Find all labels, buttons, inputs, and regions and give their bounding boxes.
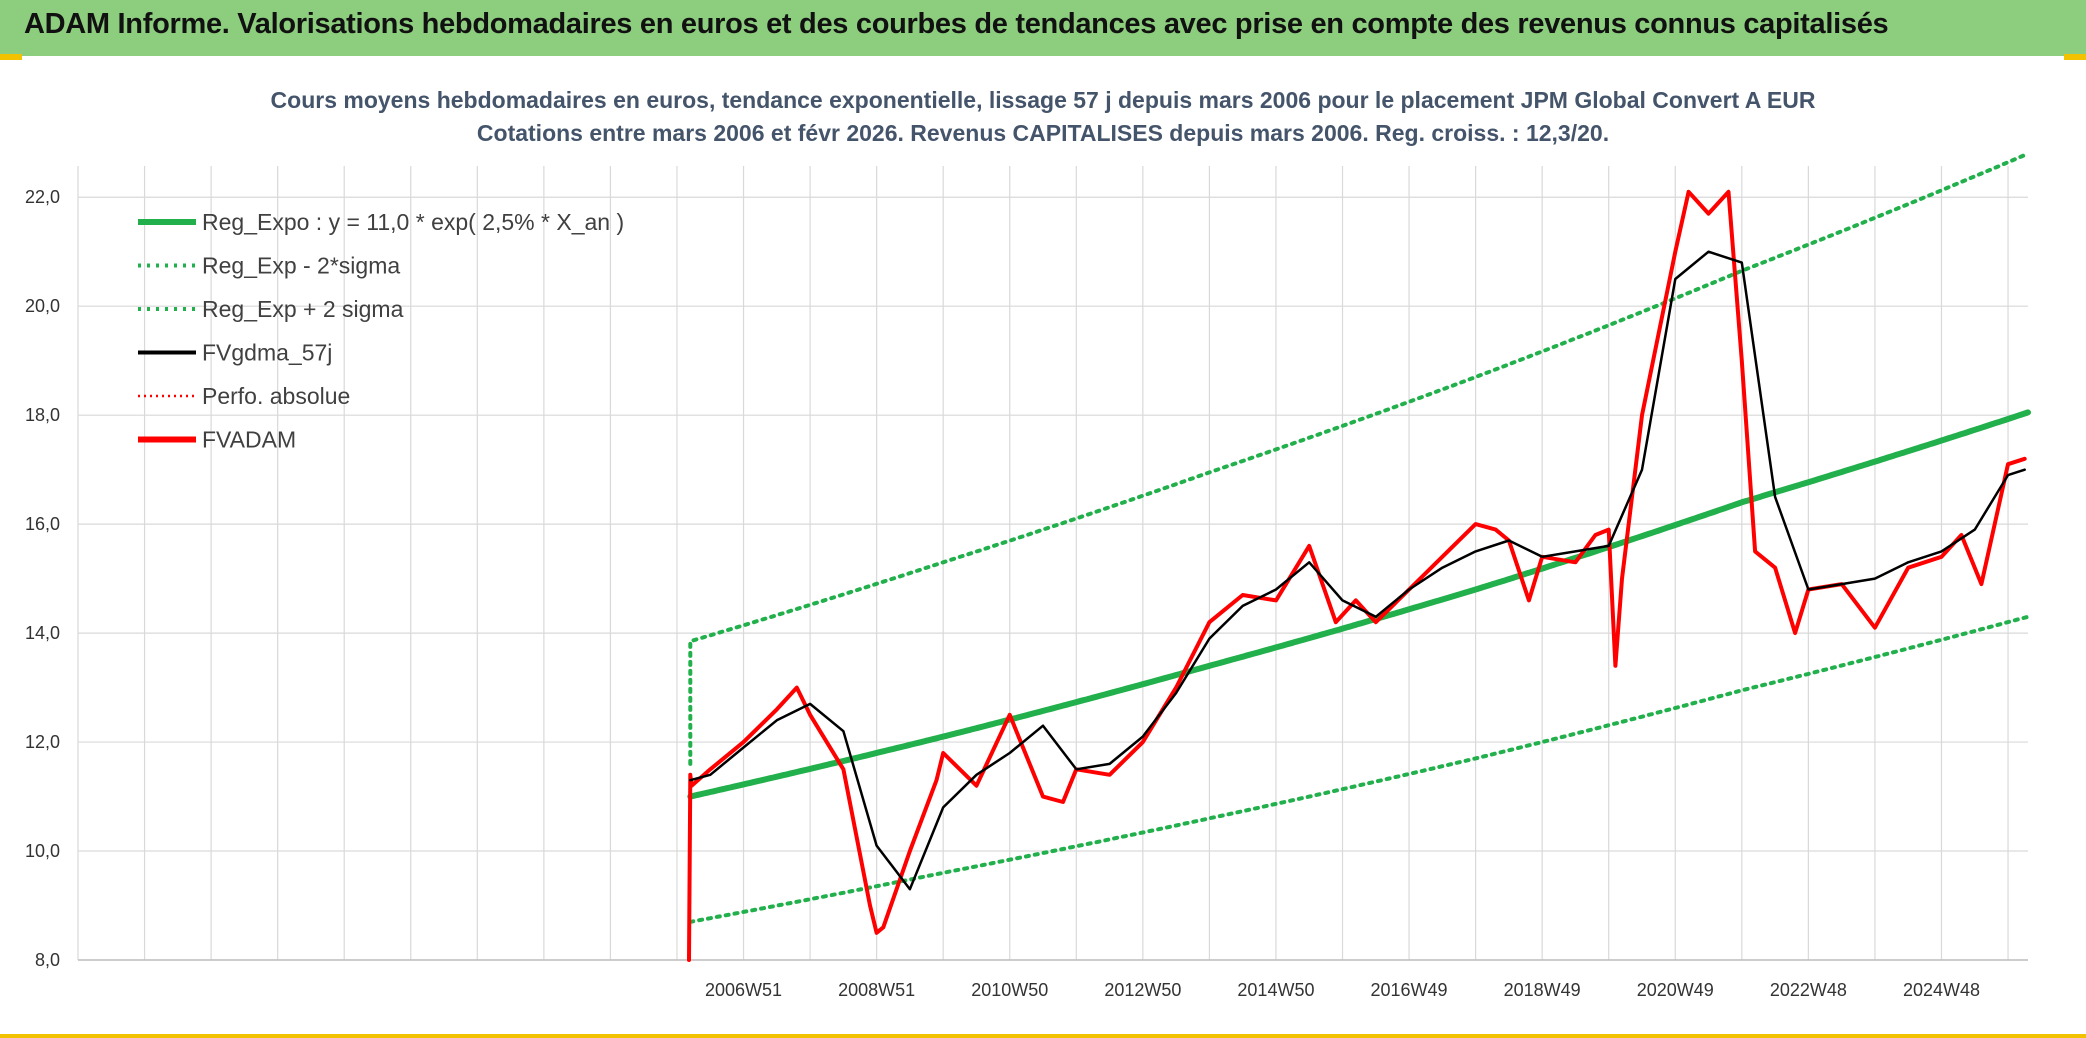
x-tick-label: 2020W49: [1637, 980, 1714, 1000]
y-tick-label: 10,0: [25, 841, 60, 861]
legend-item-label: Perfo. absolue: [202, 383, 350, 409]
series-reg-exp-plus: [688, 151, 2030, 766]
legend-item-label: FVgdma_57j: [202, 340, 332, 366]
x-axis-ticks: 2006W51 2008W51 2010W50 2012W50 2014W50 2016W…: [705, 980, 1980, 1000]
series-reg-expo: [687, 409, 2031, 800]
series-fvgdma-57j: [689, 250, 2026, 891]
x-tick-label: 2024W48: [1903, 980, 1980, 1000]
series-fvadam: [687, 189, 2027, 962]
legend-item-label: Reg_Expo : y = 11,0 * exp( 2,5% * X_an ): [202, 209, 624, 235]
y-axis-ticks: 8,0 10,0 12,0 14,0 16,0 18,0 20,0 22,0: [25, 187, 60, 970]
header-bar: [0, 0, 2086, 56]
y-tick-label: 20,0: [25, 296, 60, 316]
chart-subtitle: Cotations entre mars 2006 et févr 2026. …: [477, 120, 1609, 146]
y-tick-label: 16,0: [25, 514, 60, 534]
corner-accent-left: [0, 54, 22, 60]
y-tick-label: 18,0: [25, 405, 60, 425]
y-tick-label: 8,0: [35, 950, 60, 970]
chart: Cours moyens hebdomadaires en euros, ten…: [25, 87, 2031, 1000]
y-tick-label: 12,0: [25, 732, 60, 752]
x-tick-label: 2008W51: [838, 980, 915, 1000]
series-reg-exp-minus: [688, 614, 2030, 924]
x-tick-label: 2016W49: [1371, 980, 1448, 1000]
x-tick-label: 2006W51: [705, 980, 782, 1000]
report-title: ADAM Informe. Valorisations hebdomadaire…: [24, 8, 1889, 40]
corner-accent-right: [2064, 54, 2086, 60]
x-tick-label: 2010W50: [971, 980, 1048, 1000]
series: [687, 151, 2031, 962]
y-tick-label: 22,0: [25, 187, 60, 207]
x-tick-label: 2018W49: [1504, 980, 1581, 1000]
chart-title: Cours moyens hebdomadaires en euros, ten…: [271, 87, 1816, 113]
legend-item-label: FVADAM: [202, 427, 296, 453]
legend-item-label: Reg_Exp - 2*sigma: [202, 253, 400, 279]
x-tick-label: 2014W50: [1237, 980, 1314, 1000]
y-tick-label: 14,0: [25, 623, 60, 643]
x-tick-label: 2012W50: [1104, 980, 1181, 1000]
x-tick-label: 2022W48: [1770, 980, 1847, 1000]
legend-item-label: Reg_Exp + 2 sigma: [202, 296, 404, 322]
legend: Reg_Expo : y = 11,0 * exp( 2,5% * X_an )…: [138, 209, 624, 453]
footer-line: [0, 1034, 2086, 1038]
